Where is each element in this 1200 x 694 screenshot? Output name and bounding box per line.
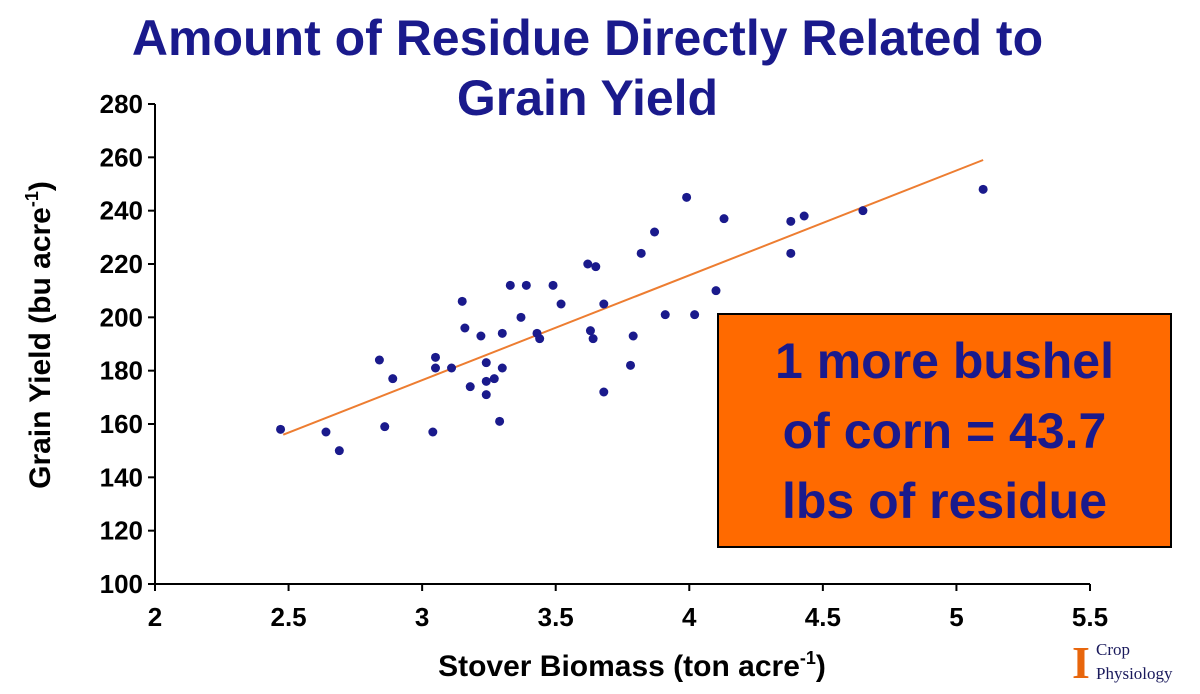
y-axis-label: Grain Yield (bu acre-1) [22, 181, 57, 489]
callout-line-1: 1 more bushel [775, 332, 1114, 389]
y-tick-label: 160 [100, 409, 143, 439]
data-point [786, 248, 796, 258]
data-point [599, 387, 609, 397]
data-point [457, 296, 467, 306]
data-point [599, 299, 609, 309]
x-axis-label: Stover Biomass (ton acre-1) [438, 648, 826, 683]
data-point [591, 262, 601, 272]
data-point [682, 192, 692, 202]
data-point [711, 286, 721, 296]
y-tick-label: 120 [100, 516, 143, 546]
data-point [489, 374, 499, 384]
logo-line-1: Crop [1096, 640, 1130, 659]
data-point [476, 331, 486, 341]
y-axis: 100 120 140 160 180 200 220 240 260 280 [100, 89, 156, 599]
logo-line-2: Physiology [1096, 664, 1173, 683]
y-tick-label: 180 [100, 356, 143, 386]
data-point [521, 280, 531, 290]
data-point [505, 280, 515, 290]
title-line-1: Amount of Residue Directly Related to [131, 10, 1044, 66]
illinois-i-icon: I [1072, 637, 1090, 688]
x-tick-label: 5 [949, 602, 963, 632]
callout-line-2: of corn = 43.7 [782, 402, 1107, 459]
data-point [481, 376, 491, 386]
data-point [276, 424, 286, 434]
data-point [428, 427, 438, 437]
data-point [719, 214, 729, 224]
data-points [276, 184, 988, 456]
residue-callout-box: 1 more bushel of corn = 43.7 lbs of resi… [717, 313, 1172, 548]
x-tick-label: 4.5 [805, 602, 841, 632]
x-tick-label: 5.5 [1072, 602, 1108, 632]
data-point [628, 331, 638, 341]
data-point [799, 211, 809, 221]
data-point [447, 363, 457, 373]
y-tick-label: 280 [100, 89, 143, 119]
data-point [460, 323, 470, 333]
data-point [321, 427, 331, 437]
data-point [548, 280, 558, 290]
data-point [535, 334, 545, 344]
data-point [465, 382, 475, 392]
y-tick-label: 140 [100, 462, 143, 492]
y-tick-label: 100 [100, 569, 143, 599]
title-line-2: Grain Yield [456, 70, 719, 126]
data-point [388, 374, 398, 384]
x-tick-label: 2 [148, 602, 162, 632]
data-point [588, 334, 598, 344]
data-point [786, 216, 796, 226]
crop-physiology-logo: I Crop Physiology [1064, 638, 1194, 690]
data-point [497, 363, 507, 373]
y-tick-label: 240 [100, 196, 143, 226]
x-tick-label: 3 [415, 602, 429, 632]
data-point [650, 227, 660, 237]
data-point [585, 326, 595, 336]
data-point [626, 360, 636, 370]
data-point [495, 416, 505, 426]
data-point [481, 390, 491, 400]
y-tick-label: 260 [100, 142, 143, 172]
data-point [334, 446, 344, 456]
trendline [282, 159, 984, 436]
data-point [978, 184, 988, 194]
y-tick-label: 220 [100, 249, 143, 279]
data-point [858, 206, 868, 216]
logo-text: Crop Physiology [1096, 638, 1173, 686]
x-tick-label: 3.5 [538, 602, 574, 632]
data-point [516, 312, 526, 322]
data-point [556, 299, 566, 309]
data-point [497, 328, 507, 338]
y-tick-label: 200 [100, 302, 143, 332]
data-point [431, 363, 440, 373]
trendline-group [282, 159, 984, 436]
data-point [380, 422, 390, 432]
x-axis: 2 2.5 3 3.5 4 4.5 5 5.5 [148, 583, 1108, 632]
callout-line-3: lbs of residue [781, 472, 1108, 529]
x-tick-label: 4 [682, 602, 697, 632]
chart-title: Amount of Residue Directly Related to Gr… [0, 8, 1175, 128]
data-point [374, 355, 384, 365]
data-point [431, 352, 440, 362]
data-point [583, 259, 593, 269]
data-point [660, 310, 670, 320]
x-tick-label: 2.5 [270, 602, 306, 632]
data-point [481, 358, 491, 368]
data-point [690, 310, 700, 320]
data-point [636, 248, 646, 258]
